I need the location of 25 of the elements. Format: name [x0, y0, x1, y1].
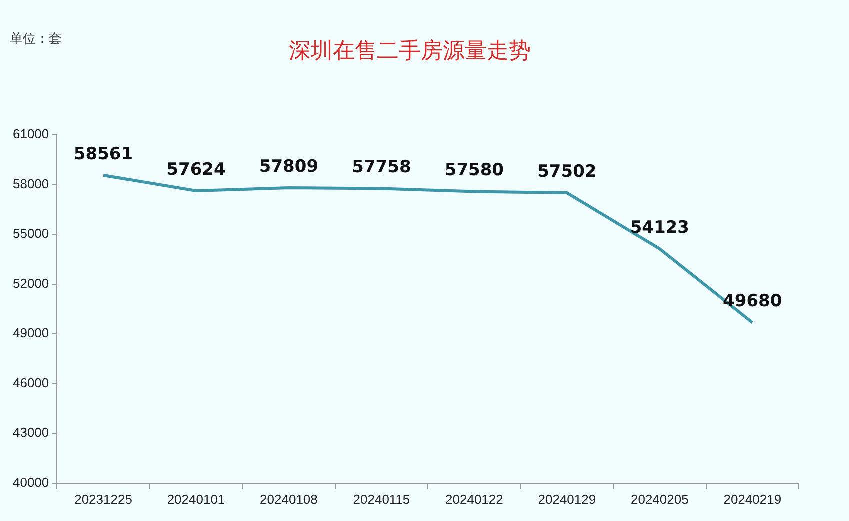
data-label: 57758: [352, 158, 412, 178]
y-tick-label: 52000: [12, 276, 50, 291]
y-tick-label: 43000: [12, 425, 50, 440]
x-tick-label: 20240205: [630, 492, 689, 507]
x-tick-label: 20240122: [446, 492, 504, 507]
y-tick-label: 49000: [12, 326, 50, 341]
data-label: 54123: [630, 218, 690, 238]
data-label: 57809: [259, 156, 319, 177]
x-tick-label: 20240219: [724, 492, 782, 507]
data-label: 57624: [166, 160, 226, 180]
data-label: 57580: [444, 160, 504, 181]
data-label: 57502: [538, 162, 597, 182]
x-tick-label: 20240129: [538, 492, 596, 507]
y-tick-label: 46000: [12, 375, 50, 390]
data-label: 58561: [74, 144, 134, 164]
y-tick-label: 61000: [12, 126, 50, 142]
y-tick-label: 55000: [12, 226, 50, 242]
x-tick-label: 20231225: [74, 492, 132, 507]
x-tick-label: 20240101: [167, 492, 226, 507]
x-tick-label: 20240115: [353, 492, 410, 507]
text: 单位：套: [10, 31, 62, 48]
x-tick-label: 20240108: [260, 492, 318, 507]
y-tick-label: 58000: [12, 176, 50, 192]
y-tick-label: 40000: [12, 474, 50, 490]
chart-title: 深圳在售二手房源量走势: [289, 39, 531, 64]
